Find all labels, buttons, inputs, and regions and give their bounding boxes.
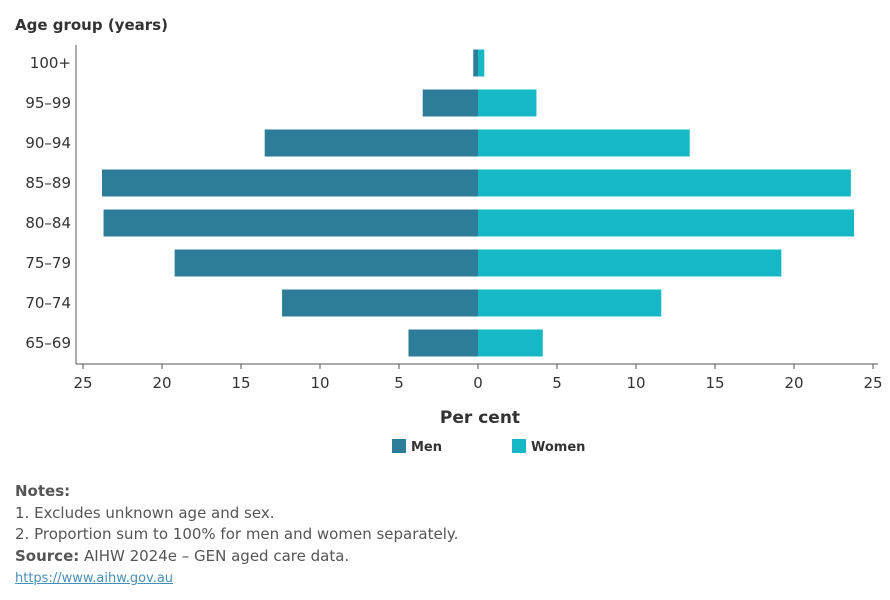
bar-men-2[interactable] [264,129,478,157]
legend-label-men: Men [411,440,442,455]
x-tick-label-10: 25 [863,374,882,392]
x-tick-label-0: 25 [73,374,92,392]
legend-label-women: Women [531,440,585,455]
x-tick-label-9: 20 [784,374,803,392]
legend-swatch-men [392,439,406,453]
source-text: AIHW 2024e – GEN aged care data. [79,546,350,565]
bar-men-0[interactable] [473,49,478,77]
bar-men-6[interactable] [282,289,478,317]
legend[interactable]: Men Women [392,439,585,455]
aihw-link[interactable]: https://www.aihw.gov.au [15,571,174,586]
bar-men-5[interactable] [174,249,478,277]
x-tick-label-4: 5 [394,374,404,392]
note-item-1: 1. Excludes unknown age and sex. [15,503,275,522]
x-tick-label-2: 15 [231,374,250,392]
y-tick-label-2: 90–94 [25,134,71,152]
x-tick-label-8: 15 [705,374,724,392]
bar-women-2[interactable] [478,129,690,157]
bar-women-5[interactable] [478,249,782,277]
bars-group [101,49,855,357]
bar-women-4[interactable] [478,209,855,237]
x-axis-title: Per cent [440,408,520,428]
bar-men-7[interactable] [408,329,478,357]
y-tick-label-7: 65–69 [25,334,71,352]
source-line: Source: AIHW 2024e – GEN aged care data. [15,546,875,568]
bar-women-0[interactable] [478,49,485,77]
x-tick-label-7: 10 [626,374,645,392]
y-tick-label-6: 70–74 [25,294,71,312]
population-pyramid-chart: Age group (years) 100+ 95–99 90–94 85–89 80–… [15,16,883,455]
bar-women-3[interactable] [478,169,851,197]
legend-swatch-women [512,439,526,453]
bar-women-1[interactable] [478,89,537,117]
y-tick-labels: 100+ 95–99 90–94 85–89 80–84 75–79 70–74 65–69 [25,54,71,352]
y-tick-label-3: 85–89 [25,174,71,192]
x-tick-label-6: 5 [552,374,562,392]
x-tick-label-1: 20 [152,374,171,392]
y-axis-title: Age group (years) [15,16,168,34]
x-ticks: 25 20 15 10 5 0 5 10 15 20 25 [73,364,883,392]
source-label: Source: [15,546,80,565]
notes-section: Notes: 1. Excludes unknown age and sex. … [15,481,875,589]
bar-men-4[interactable] [103,209,478,237]
y-tick-label-4: 80–84 [25,214,71,232]
notes-heading: Notes: [15,482,71,500]
x-tick-label-3: 10 [310,374,329,392]
bar-women-7[interactable] [478,329,543,357]
note-item-2: 2. Proportion sum to 100% for men and wo… [15,525,459,543]
y-tick-label-5: 75–79 [25,254,71,272]
bar-men-3[interactable] [101,169,479,197]
y-tick-label-0: 100+ [30,54,71,72]
x-tick-label-5: 0 [473,374,483,392]
y-tick-label-1: 95–99 [25,94,71,112]
bar-women-6[interactable] [478,289,662,317]
bar-men-1[interactable] [422,89,478,117]
